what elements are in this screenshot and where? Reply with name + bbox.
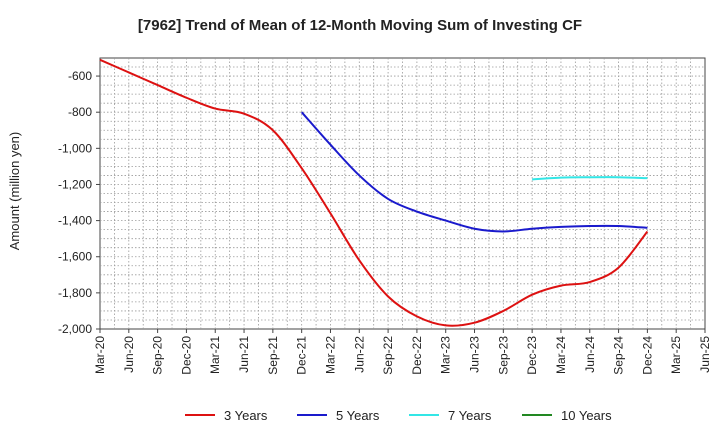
chart-title: [7962] Trend of Mean of 12-Month Moving … — [138, 17, 582, 34]
x-tick-label: Jun-24 — [583, 336, 597, 373]
x-tick-label: Mar-21 — [208, 336, 222, 374]
x-tick-label: Mar-23 — [439, 336, 453, 374]
x-tick-label: Mar-22 — [323, 336, 337, 374]
series-line-3-years — [99, 58, 649, 327]
legend-label-3-years: 3 Years — [224, 408, 268, 423]
y-tick-label: -1,200 — [58, 177, 92, 191]
x-tick-label: Sep-21 — [266, 336, 280, 375]
x-tick-label: Dec-23 — [525, 336, 539, 375]
x-tick-label: Dec-20 — [179, 336, 193, 375]
y-tick-label: -800 — [68, 105, 92, 119]
x-tick-label: Mar-20 — [93, 336, 107, 374]
legend-label-10-years: 10 Years — [561, 408, 612, 423]
series-line-5-years — [300, 111, 648, 233]
y-tick-label: -1,400 — [58, 214, 92, 228]
series-line-7-years — [532, 176, 648, 181]
legend: 3 Years 5 Years 7 Years 10 Years — [185, 408, 612, 423]
x-tick-label: Jun-23 — [468, 336, 482, 373]
x-tick-label: Sep-22 — [381, 336, 395, 375]
x-axis-ticks: Mar-20 Jun-20 Sep-20 Dec-20 Mar-21 Jun-21 Sep-… — [93, 329, 712, 375]
x-tick-label: Sep-20 — [151, 336, 165, 375]
legend-label-5-years: 5 Years — [336, 408, 380, 423]
legend-label-7-years: 7 Years — [448, 408, 492, 423]
x-tick-label: Sep-24 — [612, 336, 626, 375]
y-axis-label: Amount (million yen) — [7, 132, 22, 251]
x-tick-label: Mar-24 — [554, 336, 568, 374]
y-axis-ticks: -600 -800 -1,000 -1,200 -1,400 -1,600 -1,800 -2… — [58, 69, 100, 336]
x-tick-label: Jun-20 — [122, 336, 136, 373]
x-tick-label: Dec-22 — [410, 336, 424, 375]
x-tick-label: Jun-21 — [237, 336, 251, 373]
y-tick-label: -1,000 — [58, 141, 92, 155]
grid-lines — [100, 58, 705, 329]
y-tick-label: -600 — [68, 69, 92, 83]
y-tick-label: -2,000 — [58, 322, 92, 336]
x-tick-label: Sep-23 — [496, 336, 510, 375]
x-tick-label: Dec-24 — [640, 336, 654, 375]
y-tick-label: -1,600 — [58, 250, 92, 264]
y-tick-label: -1,800 — [58, 286, 92, 300]
x-tick-label: Jun-25 — [698, 336, 712, 373]
series-lines — [99, 58, 649, 327]
x-tick-label: Jun-22 — [352, 336, 366, 373]
x-tick-label: Mar-25 — [669, 336, 683, 374]
x-tick-label: Dec-21 — [295, 336, 309, 375]
